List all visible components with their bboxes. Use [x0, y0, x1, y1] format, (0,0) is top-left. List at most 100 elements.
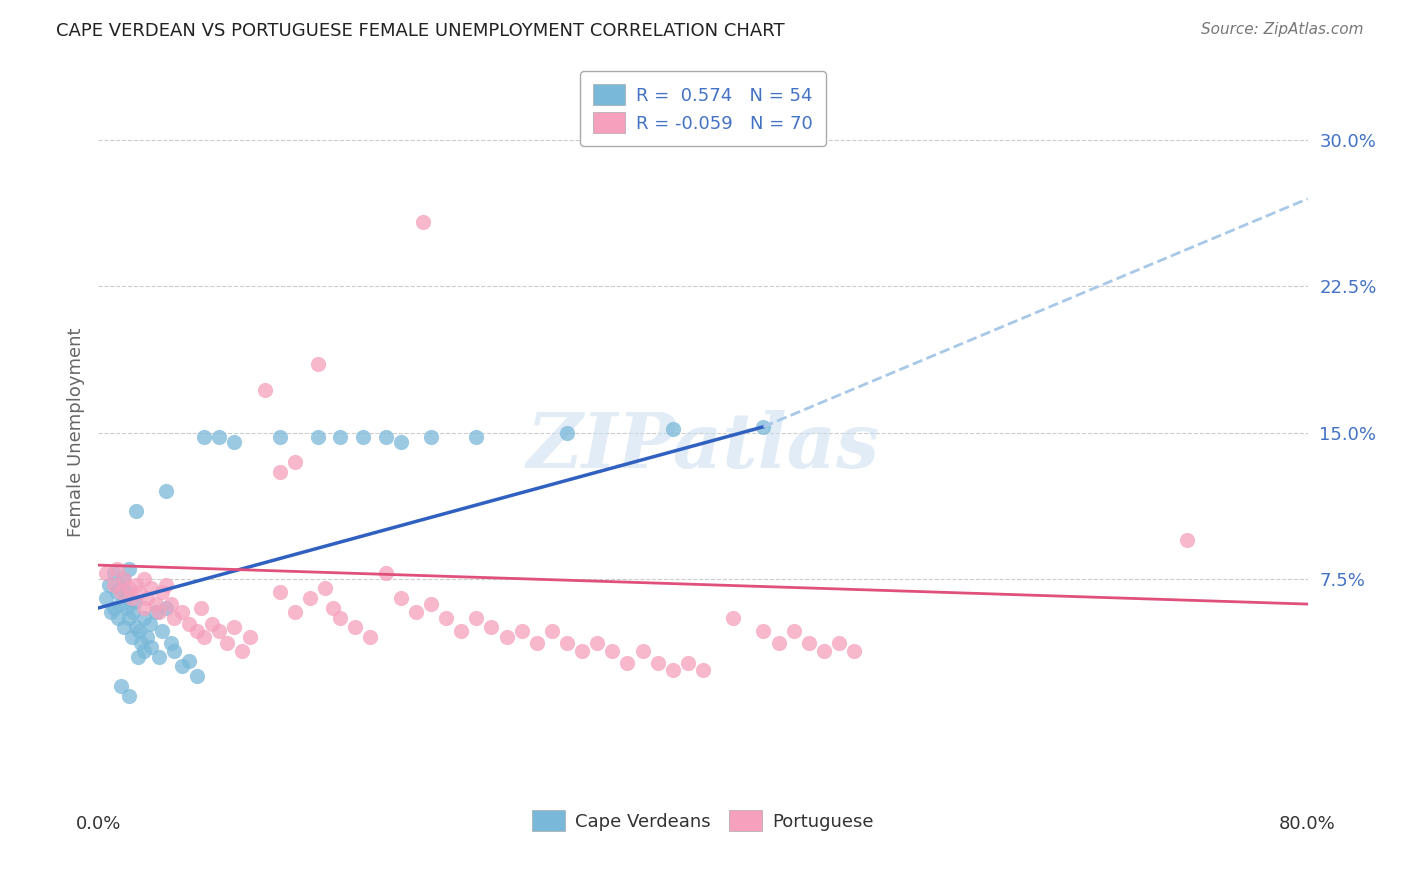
Point	[208, 429, 231, 443]
Point	[125, 620, 148, 634]
Point	[540, 624, 562, 639]
Point	[269, 585, 291, 599]
Point	[121, 630, 143, 644]
Point	[374, 566, 396, 580]
Point	[389, 591, 412, 606]
Point	[661, 422, 683, 436]
Point	[555, 636, 578, 650]
Point	[132, 572, 155, 586]
Point	[163, 610, 186, 624]
Point	[307, 429, 329, 443]
Point	[783, 624, 806, 639]
Point	[103, 601, 125, 615]
Point	[344, 620, 367, 634]
Point	[107, 610, 129, 624]
Point	[141, 582, 163, 596]
Point	[465, 610, 488, 624]
Point	[179, 654, 201, 668]
Point	[434, 610, 457, 624]
Point	[360, 630, 382, 644]
Point	[676, 656, 699, 670]
Point	[148, 605, 170, 619]
Point	[647, 656, 669, 670]
Point	[253, 383, 276, 397]
Point	[163, 644, 186, 658]
Point	[631, 644, 654, 658]
Point	[103, 577, 125, 591]
Point	[723, 610, 745, 624]
Point	[465, 429, 488, 443]
Point	[616, 656, 638, 670]
Point	[124, 595, 146, 609]
Point	[103, 566, 125, 580]
Point	[139, 616, 162, 631]
Point	[115, 601, 138, 615]
Point	[155, 577, 177, 591]
Point	[118, 610, 141, 624]
Point	[190, 601, 212, 615]
Point	[105, 585, 128, 599]
Point	[114, 585, 136, 599]
Point	[125, 503, 148, 517]
Point	[307, 358, 329, 372]
Text: ZIPatlas: ZIPatlas	[526, 410, 880, 484]
Point	[602, 644, 624, 658]
Point	[155, 601, 177, 615]
Text: CAPE VERDEAN VS PORTUGUESE FEMALE UNEMPLOYMENT CORRELATION CHART: CAPE VERDEAN VS PORTUGUESE FEMALE UNEMPL…	[56, 22, 785, 40]
Point	[224, 620, 246, 634]
Point	[412, 215, 434, 229]
Point	[692, 663, 714, 677]
Point	[752, 624, 775, 639]
Point	[118, 689, 141, 703]
Point	[135, 591, 157, 606]
Point	[135, 630, 157, 644]
Point	[284, 455, 307, 469]
Point	[132, 601, 155, 615]
Point	[121, 591, 143, 606]
Legend: Cape Verdeans, Portuguese: Cape Verdeans, Portuguese	[522, 799, 884, 842]
Point	[108, 582, 131, 596]
Point	[450, 624, 472, 639]
Point	[481, 620, 503, 634]
Point	[170, 659, 193, 673]
Point	[405, 605, 427, 619]
Point	[141, 640, 163, 654]
Point	[100, 605, 122, 619]
Point	[284, 605, 307, 619]
Point	[224, 435, 246, 450]
Point	[813, 644, 835, 658]
Point	[797, 636, 820, 650]
Point	[352, 429, 374, 443]
Point	[193, 630, 215, 644]
Y-axis label: Female Unemployment: Female Unemployment	[66, 328, 84, 537]
Point	[844, 644, 866, 658]
Point	[208, 624, 231, 639]
Point	[269, 465, 291, 479]
Point	[329, 610, 352, 624]
Point	[186, 624, 208, 639]
Point	[495, 630, 517, 644]
Point	[526, 636, 548, 650]
Point	[555, 425, 578, 440]
Text: Source: ZipAtlas.com: Source: ZipAtlas.com	[1201, 22, 1364, 37]
Point	[110, 679, 132, 693]
Point	[420, 597, 443, 611]
Point	[129, 636, 152, 650]
Point	[299, 591, 322, 606]
Point	[160, 636, 183, 650]
Point	[661, 663, 683, 677]
Point	[112, 572, 135, 586]
Point	[420, 429, 443, 443]
Point	[132, 644, 155, 658]
Point	[112, 620, 135, 634]
Point	[155, 484, 177, 499]
Point	[94, 566, 117, 580]
Point	[269, 429, 291, 443]
Point	[94, 591, 117, 606]
Point	[118, 562, 141, 576]
Point	[118, 582, 141, 596]
Point	[128, 585, 150, 599]
Point	[201, 616, 224, 631]
Point	[193, 429, 215, 443]
Point	[510, 624, 533, 639]
